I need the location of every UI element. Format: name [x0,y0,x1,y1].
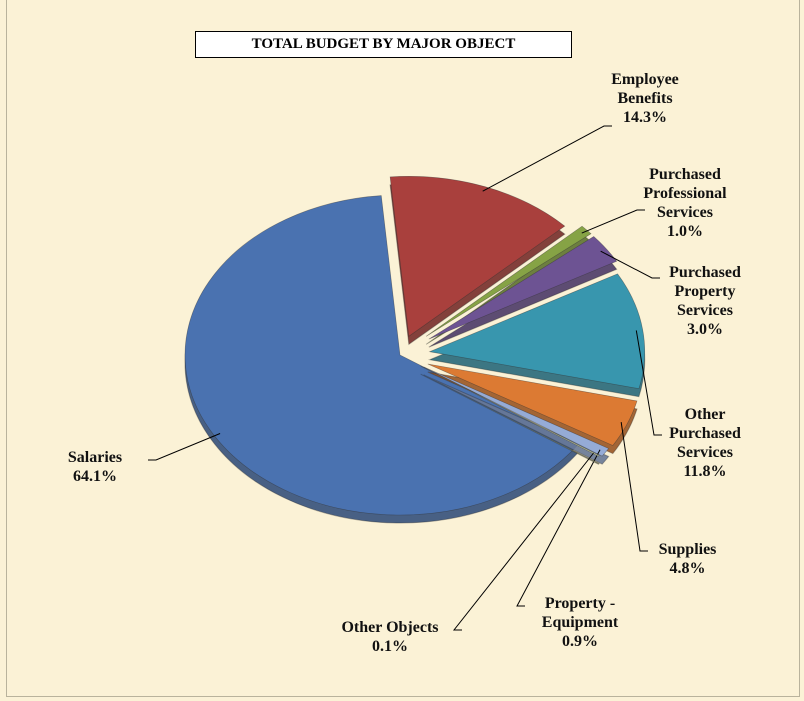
pie-slice [420,365,600,457]
slice-label: Purchased Property Services 3.0% [650,263,760,339]
value-label: 4.8% [669,560,706,577]
value-label: 3.0% [687,321,723,338]
pie-slice [425,225,592,337]
leader-line [581,209,645,234]
leader-line [148,433,221,461]
slice-label: Property - Equipment 0.9% [520,594,640,651]
value-label: 0.1% [372,638,408,655]
slice-label: Employee Benefits 14.3% [590,70,700,127]
pie-slice [423,366,610,457]
slice-label: Supplies 4.8% [640,540,735,578]
leader-line [452,452,594,631]
category-label: Supplies [658,541,717,558]
pie-slice [389,176,566,337]
chart-title: TOTAL BUDGET BY MAJOR OBJECT [195,31,572,58]
category-label: Salaries [67,449,123,466]
slice-label: Purchased Professional Services 1.0% [625,165,745,241]
pie-slice [427,363,638,446]
value-label: 11.8% [683,463,727,480]
pie-slice [428,236,618,340]
category-label: Other Purchased Services [669,406,741,461]
value-label: 1.0% [667,223,703,240]
slice-side [423,374,610,465]
slice-label: Other Objects 0.1% [320,618,460,656]
pie-slice [428,273,645,390]
leader-line [482,125,612,192]
leader-line [516,449,601,607]
leader-line [600,250,660,279]
category-label: Other Objects [341,619,439,636]
slice-label: Salaries 64.1% [45,448,145,486]
category-label: Employee Benefits [611,71,679,107]
category-label: Purchased Property Services [669,264,741,319]
value-label: 64.1% [73,468,117,485]
frame [6,0,800,697]
category-label: Property - Equipment [541,595,619,631]
value-label: 14.3% [623,109,667,126]
leader-line [635,330,662,436]
leader-line [620,422,648,552]
value-label: 0.9% [562,633,598,650]
category-label: Purchased Professional Services [643,166,727,221]
slice-side [420,373,601,465]
slice-label: Other Purchased Services 11.8% [650,405,760,481]
